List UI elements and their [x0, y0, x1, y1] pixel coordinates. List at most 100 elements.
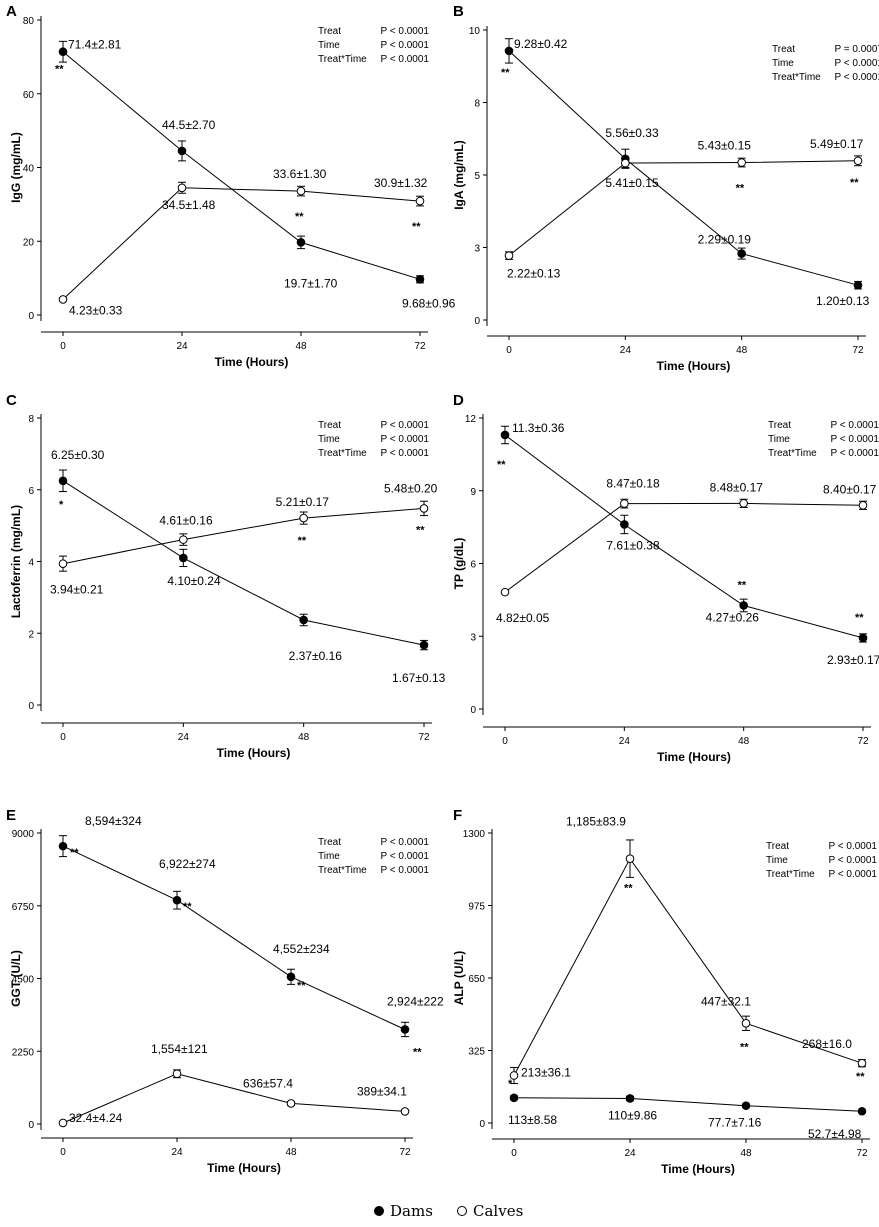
y-tick-label: 5 — [474, 171, 480, 182]
x-axis-title: Time (Hours) — [661, 1162, 735, 1176]
significance-marker: ** — [501, 67, 510, 79]
series-line — [62, 507, 425, 565]
dams-point — [858, 633, 868, 643]
data-label: 33.6±1.30 — [273, 167, 327, 181]
stats-value: P < 0.0001 — [381, 851, 430, 862]
series-dams: 71.4±2.81 44.5±2.70 19.7±1.70 9.68±0.96 — [58, 38, 456, 310]
data-label: 44.5±2.70 — [162, 118, 216, 132]
stats-value: P < 0.0001 — [381, 420, 430, 431]
dams-point — [620, 520, 629, 529]
data-label: 8.48±0.17 — [710, 480, 764, 494]
x-tick-label: 0 — [60, 341, 66, 352]
y-tick-label: 40 — [23, 164, 35, 175]
calves-point — [177, 183, 187, 193]
y-tick-label: 4500 — [12, 975, 35, 986]
series-calves: 4.82±0.05 8.47±0.18 8.48±0.17 8.40±0.17 — [496, 477, 877, 626]
calves-point — [509, 1071, 519, 1080]
calves-point — [286, 1099, 296, 1108]
panel-letter: C — [6, 392, 17, 409]
stats-label: Treat — [766, 841, 789, 852]
data-label: 1.67±0.13 — [392, 671, 446, 685]
x-tick-label: 72 — [857, 736, 869, 747]
x-axis-title: Time (Hours) — [217, 746, 291, 760]
x-tick-label: 72 — [856, 1148, 868, 1159]
dams-point — [58, 476, 68, 486]
x-tick-label: 24 — [624, 1148, 636, 1159]
series-dams: 11.3±0.36 7.61±0.38 4.27±0.26 2.93±0.17 — [500, 421, 879, 667]
series-calves: 213±36.1 1,185±83.9 447±32.1 268±16.0 — [509, 815, 867, 1085]
series-dams: 113±8.58 110±9.86 77.7±7.16 52.7±4.98 — [508, 1093, 867, 1141]
dams-point — [741, 1101, 751, 1110]
data-label: 447±32.1 — [701, 994, 751, 1008]
stats-value: P < 0.0001 — [831, 420, 879, 431]
y-tick-label: 0 — [28, 701, 34, 712]
series-calves: 32.4±4.24 1,554±121 636±57.4 389±34.1 — [58, 1042, 410, 1128]
stats-value: P < 0.0001 — [381, 434, 430, 445]
legend: Dams Calves — [374, 1202, 523, 1220]
calves-point — [504, 251, 514, 260]
panel-letter: F — [453, 807, 462, 824]
data-label: 4.27±0.26 — [706, 610, 760, 624]
dams-point — [415, 275, 425, 284]
dams-point — [58, 841, 68, 851]
x-tick-label: 24 — [178, 732, 190, 743]
dams-point — [419, 640, 429, 650]
significance-marker: ** — [740, 1041, 749, 1053]
calves-point — [299, 513, 308, 523]
series-line — [513, 1097, 863, 1112]
stats-label: Time — [772, 58, 794, 69]
series-line — [62, 480, 425, 646]
calves-point — [857, 1058, 867, 1068]
data-label: 113±8.58 — [508, 1113, 557, 1127]
data-label: 2.29±0.19 — [698, 233, 752, 247]
x-tick-label: 0 — [502, 736, 508, 747]
series-calves: 3.94±0.21 4.61±0.16 5.21±0.17 5.48±0.20 — [50, 481, 438, 596]
panel-letter: E — [6, 807, 16, 824]
y-tick-label: 8 — [474, 99, 480, 110]
significance-marker: ** — [416, 524, 425, 536]
calves-point — [741, 1018, 751, 1028]
y-tick-label: 650 — [468, 974, 485, 985]
dams-point — [172, 895, 182, 905]
data-label: 636±57.4 — [243, 1076, 293, 1090]
x-tick-label: 24 — [171, 1147, 183, 1158]
data-label: 5.41±0.15 — [605, 176, 659, 190]
calves-point — [737, 158, 746, 167]
dams-point — [299, 615, 308, 625]
data-label: 2.37±0.16 — [289, 649, 343, 663]
y-tick-label: 9 — [470, 487, 476, 498]
data-label: 3.94±0.21 — [50, 583, 104, 597]
calves-point — [58, 1118, 68, 1128]
calves-point — [296, 186, 306, 196]
series-dams: 9.28±0.42 5.56±0.33 2.29±0.19 1.20±0.13 — [504, 37, 870, 308]
y-tick-label: 0 — [474, 316, 480, 327]
data-label: 32.4±4.24 — [69, 1111, 123, 1125]
calves-point — [400, 1107, 410, 1116]
y-tick-label: 6 — [470, 560, 476, 571]
series-dams: 8,594±324 6,922±274 4,552±234 2,924±222 — [58, 814, 444, 1038]
x-tick-label: 48 — [736, 345, 748, 356]
y-tick-label: 60 — [23, 90, 35, 101]
significance-marker: ** — [855, 612, 864, 624]
stats-value: P < 0.0001 — [831, 434, 879, 445]
data-label: 1,185±83.9 — [566, 815, 626, 829]
stats-label: Treat*Time — [772, 72, 821, 83]
chart-panel-f: F 0 325 650 975 1300 0 24 48 72 Time (Hours) ALP (U… — [452, 807, 877, 1176]
panel-letter: B — [453, 3, 464, 20]
significance-marker: * — [508, 1078, 513, 1090]
calves-point — [415, 196, 425, 206]
data-label: 30.9±1.32 — [374, 176, 428, 190]
data-label: 2.93±0.17 — [827, 653, 879, 667]
x-tick-label: 48 — [740, 1148, 752, 1159]
stats-label: Time — [318, 434, 340, 445]
series-calves: 4.23±0.33 34.5±1.48 33.6±1.30 30.9±1.32 — [58, 167, 428, 317]
stats-value: P < 0.0001 — [381, 448, 430, 459]
x-tick-label: 48 — [738, 736, 750, 747]
y-axis-title: IgG (mg/mL) — [9, 132, 23, 203]
x-tick-label: 24 — [176, 341, 188, 352]
significance-marker: ** — [183, 901, 192, 913]
significance-marker: ** — [413, 1046, 422, 1058]
data-label: 4.82±0.05 — [496, 611, 550, 625]
x-tick-label: 72 — [852, 345, 864, 356]
calves-point — [179, 535, 188, 544]
